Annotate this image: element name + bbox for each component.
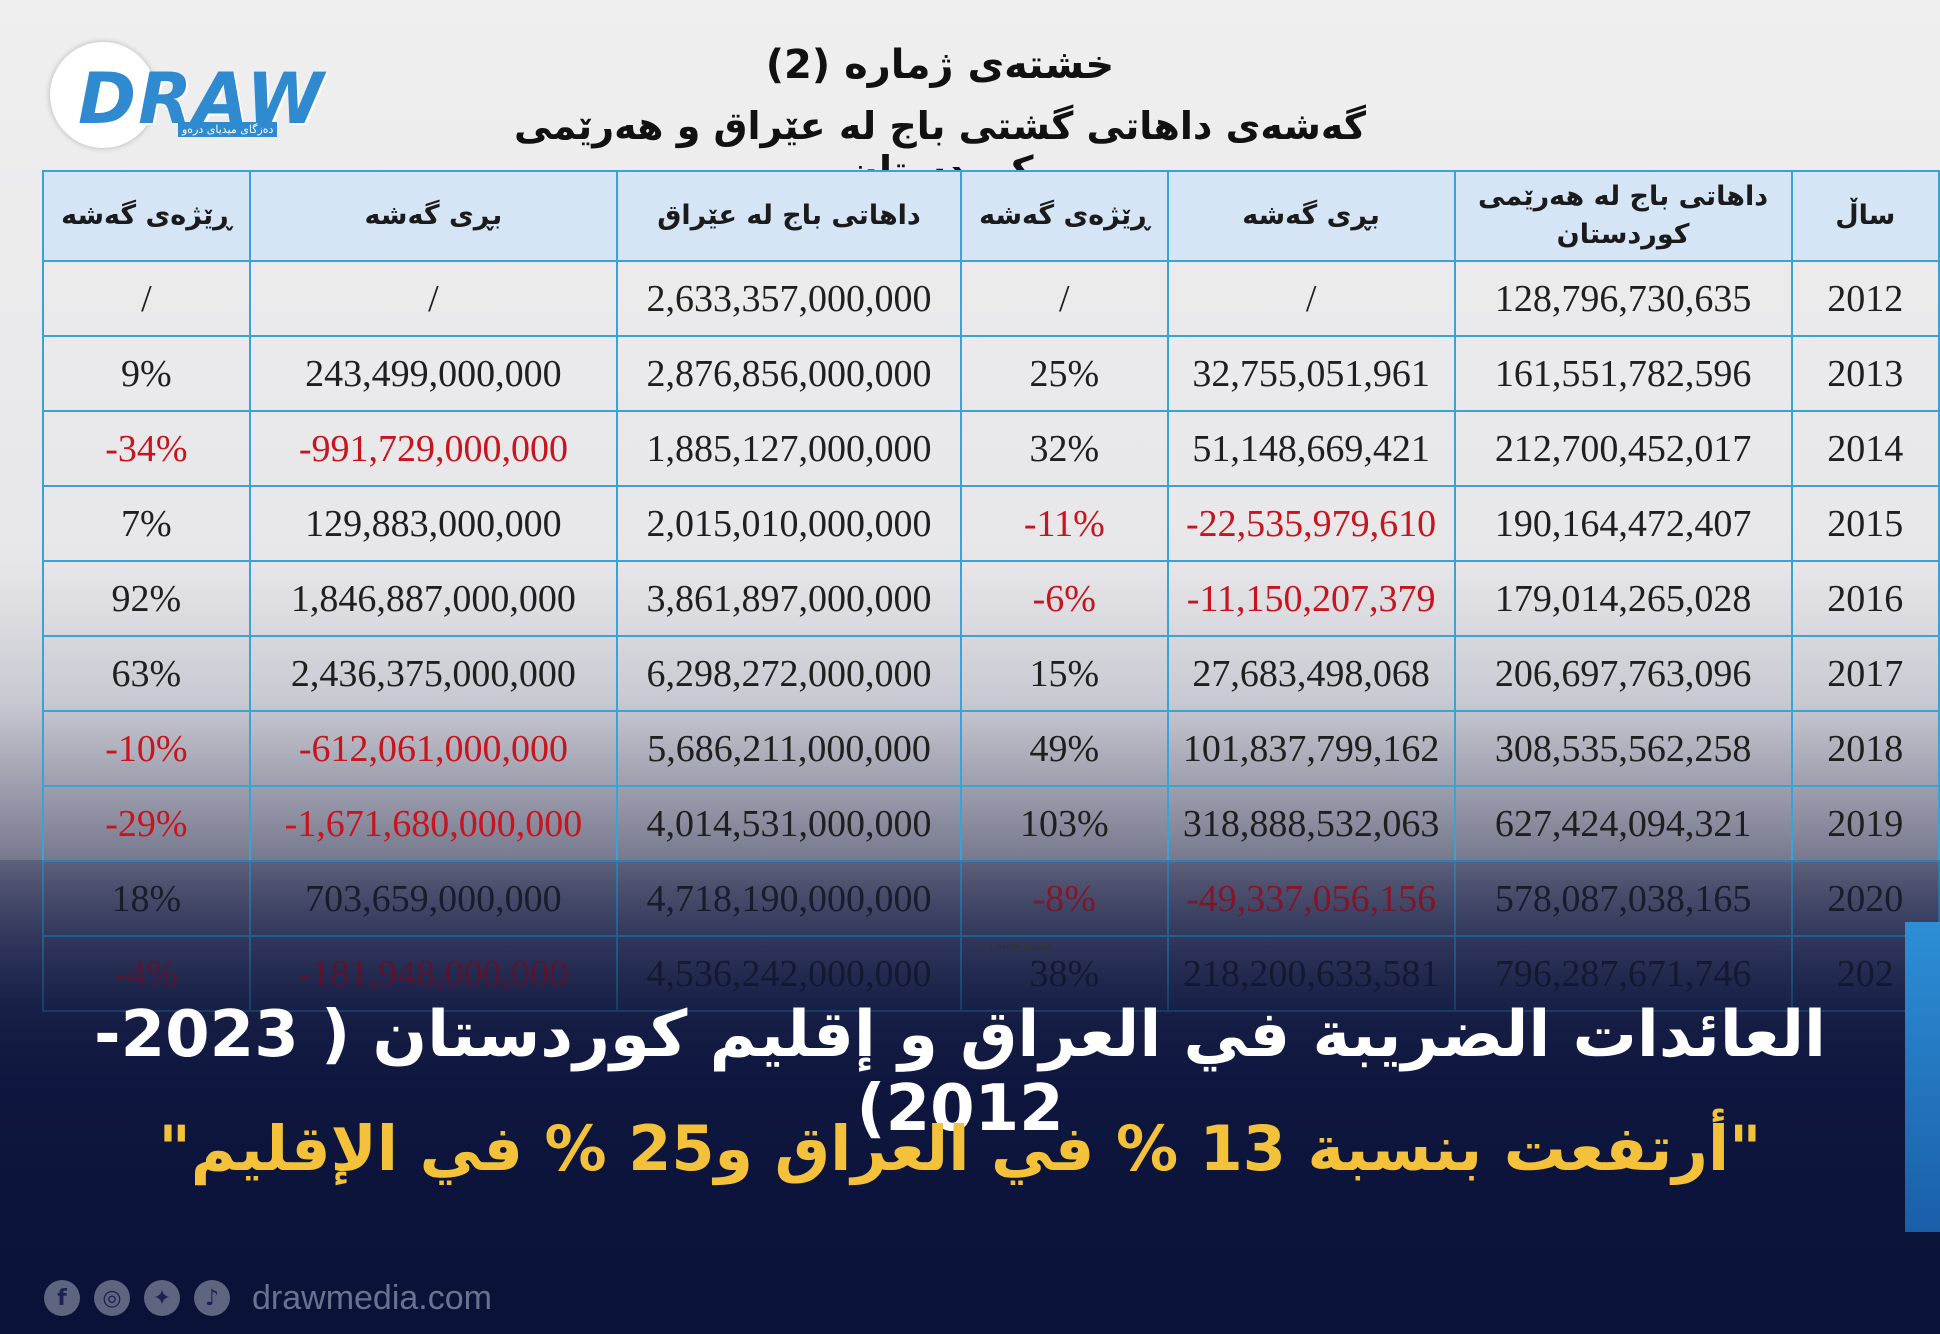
- cell-krg-growth-amount: /: [1166, 260, 1456, 337]
- website-link[interactable]: drawmedia.com: [252, 1278, 492, 1317]
- logo-circle: [50, 42, 156, 148]
- cell-krg-growth-rate: 32%: [959, 410, 1169, 487]
- cell-krg-growth-amount: 27,683,498,068: [1166, 635, 1456, 712]
- cell-krg-revenue: 212,700,452,017: [1453, 410, 1793, 487]
- cell-iraq-growth-amount: /: [248, 260, 619, 337]
- cell-iraq-growth-rate: 7%: [42, 485, 251, 562]
- cell-iraq-growth-rate: 92%: [42, 560, 251, 637]
- cell-iraq-growth-amount: -991,729,000,000: [248, 410, 619, 487]
- header-year: ساڵ: [1790, 170, 1940, 262]
- table-row: -34% -991,729,000,000 1,885,127,000,000 32%…: [42, 410, 1940, 487]
- logo-subtitle: دەزگای میدیای درەو: [178, 122, 278, 137]
- facebook-icon[interactable]: f: [44, 1280, 80, 1316]
- table-body: //2,633,357,000,000//128,796,730,635 2012…: [42, 260, 1940, 1012]
- cell-year: 2014: [1790, 410, 1940, 487]
- cell-krg-revenue: 206,697,763,096: [1453, 635, 1793, 712]
- headline-main: العائدات الضريبة في العراق و إقليم كوردس…: [94, 998, 1826, 1146]
- cell-krg-growth-amount: 32,755,051,961: [1166, 335, 1456, 412]
- cell-iraq-revenue: 2,633,357,000,000: [616, 260, 962, 337]
- cell-krg-growth-amount: 51,148,669,421: [1166, 410, 1456, 487]
- cell-iraq-growth-rate: /: [42, 260, 251, 337]
- cell-krg-growth-rate: 15%: [959, 635, 1169, 712]
- cell-year: 2019: [1790, 785, 1940, 862]
- cell-krg-growth-rate: -11%: [959, 485, 1169, 562]
- cell-iraq-growth-amount: 243,499,000,000: [248, 335, 619, 412]
- accent-bar: [1905, 922, 1940, 1232]
- header-iraq-growth-rate: ڕێژەی گەشە: [42, 170, 251, 262]
- header-iraq-revenue: داهاتی باج لە عێراق: [616, 170, 962, 262]
- header-krg-growth-amount: بڕی گەشە: [1166, 170, 1456, 262]
- tax-revenue-table: ڕێژەی گەشە بڕی گەشە داهاتی باج لە عێراق …: [42, 170, 1940, 1012]
- cell-krg-revenue: 190,164,472,407: [1453, 485, 1793, 562]
- twitter-icon[interactable]: ✦: [144, 1280, 180, 1316]
- table-row: -29% -1,671,680,000,000 4,014,531,000,000 1…: [42, 785, 1940, 862]
- cell-krg-revenue: 161,551,782,596: [1453, 335, 1793, 412]
- cell-krg-revenue: 128,796,730,635: [1453, 260, 1793, 337]
- cell-krg-growth-rate: /: [959, 260, 1169, 337]
- table-row: 9% 243,499,000,000 2,876,856,000,000 25% 32,…: [42, 335, 1940, 412]
- cell-krg-growth-rate: 49%: [959, 710, 1169, 787]
- table-header-row: ڕێژەی گەشە بڕی گەشە داهاتی باج لە عێراق …: [42, 170, 1940, 262]
- cell-iraq-revenue: 3,861,897,000,000: [616, 560, 962, 637]
- table-row: 63% 2,436,375,000,000 6,298,272,000,000 15%…: [42, 635, 1940, 712]
- table-number-title: خشتەی ژمارە (2): [765, 42, 1115, 88]
- cell-iraq-growth-rate: -10%: [42, 710, 251, 787]
- cell-krg-revenue: 179,014,265,028: [1453, 560, 1793, 637]
- header-iraq-growth-amount: بڕی گەشە: [248, 170, 619, 262]
- cell-year: 2018: [1790, 710, 1940, 787]
- cell-iraq-revenue: 6,298,272,000,000: [616, 635, 962, 712]
- draw-logo: DRAW دەزگای میدیای درەو: [50, 42, 350, 152]
- cell-year: 2015: [1790, 485, 1940, 562]
- cell-iraq-growth-rate: -34%: [42, 410, 251, 487]
- headline-quote: "أرتفعت بنسبة 13 % في العراق و25 % في ال…: [158, 1112, 1762, 1185]
- cell-iraq-revenue: 1,885,127,000,000: [616, 410, 962, 487]
- cell-iraq-revenue: 2,876,856,000,000: [616, 335, 962, 412]
- header-krg-revenue: داهاتی باج لە هەرێمی کوردستان: [1453, 170, 1793, 262]
- cell-krg-growth-amount: -11,150,207,379: [1166, 560, 1456, 637]
- cell-krg-growth-amount: 101,837,799,162: [1166, 710, 1456, 787]
- cell-krg-growth-amount: -22,535,979,610: [1166, 485, 1456, 562]
- cell-iraq-growth-rate: 63%: [42, 635, 251, 712]
- header-krg-growth-rate: ڕێژەی گەشە: [959, 170, 1169, 262]
- cell-iraq-growth-amount: 129,883,000,000: [248, 485, 619, 562]
- table-row: -10% -612,061,000,000 5,686,211,000,000 49%…: [42, 710, 1940, 787]
- cell-krg-revenue: 627,424,094,321: [1453, 785, 1793, 862]
- placeholder-text: Lorem Ipsum: [990, 942, 1053, 953]
- table-row: 7% 129,883,000,000 2,015,010,000,000 -11% -2…: [42, 485, 1940, 562]
- cell-year: 2016: [1790, 560, 1940, 637]
- cell-krg-growth-rate: 103%: [959, 785, 1169, 862]
- cell-iraq-growth-amount: -1,671,680,000,000: [248, 785, 619, 862]
- cell-iraq-growth-amount: -612,061,000,000: [248, 710, 619, 787]
- tiktok-icon[interactable]: ♪: [194, 1280, 230, 1316]
- cell-iraq-growth-amount: 1,846,887,000,000: [248, 560, 619, 637]
- cell-year: 2013: [1790, 335, 1940, 412]
- footer: f ◎ ✦ ♪ drawmedia.com: [44, 1276, 492, 1320]
- table-row: //2,633,357,000,000//128,796,730,635 2012: [42, 260, 1940, 337]
- cell-iraq-growth-amount: 2,436,375,000,000: [248, 635, 619, 712]
- cell-year: 2012: [1790, 260, 1940, 337]
- cell-year: 2017: [1790, 635, 1940, 712]
- cell-iraq-revenue: 2,015,010,000,000: [616, 485, 962, 562]
- cell-iraq-growth-rate: -29%: [42, 785, 251, 862]
- cell-krg-growth-rate: 25%: [959, 335, 1169, 412]
- cell-krg-revenue: 308,535,562,258: [1453, 710, 1793, 787]
- instagram-icon[interactable]: ◎: [94, 1280, 130, 1316]
- table-row: 92% 1,846,887,000,000 3,861,897,000,000 -6%…: [42, 560, 1940, 637]
- cell-krg-growth-rate: -6%: [959, 560, 1169, 637]
- cell-iraq-revenue: 5,686,211,000,000: [616, 710, 962, 787]
- cell-iraq-revenue: 4,014,531,000,000: [616, 785, 962, 862]
- cell-krg-growth-amount: 318,888,532,063: [1166, 785, 1456, 862]
- headline-overlay: [0, 860, 1940, 1334]
- cell-iraq-growth-rate: 9%: [42, 335, 251, 412]
